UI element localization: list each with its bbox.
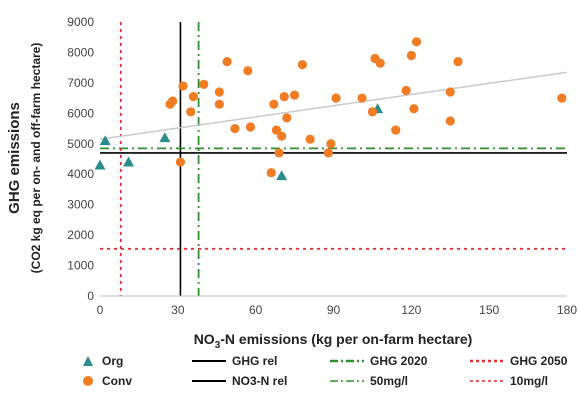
- legend-item-10mg-l: 10mg/l: [470, 372, 548, 390]
- point-conv: [168, 96, 178, 106]
- x-axis-title: NO3-N emissions (kg per on-farm hectare): [194, 331, 473, 351]
- legend-symbol: [470, 359, 504, 363]
- point-conv: [367, 107, 378, 117]
- point-conv: [277, 131, 287, 141]
- legend-symbol: [330, 380, 364, 382]
- legend-symbol: [83, 376, 93, 386]
- legend: Org Conv GHG rel NO3-N rel GHG 2020 50mg/l GHG…: [82, 352, 579, 398]
- legend-symbol: [192, 380, 226, 382]
- legend-triangle-marker: [83, 356, 93, 366]
- point-conv: [269, 99, 279, 109]
- point-conv: [186, 107, 196, 117]
- point-conv: [199, 79, 209, 90]
- point-org: [276, 170, 288, 181]
- point-conv: [222, 56, 232, 67]
- point-conv: [326, 139, 336, 149]
- legend-item-conv: Conv: [82, 372, 132, 390]
- point-org: [123, 156, 135, 167]
- y-tick-label: 7000: [67, 76, 94, 90]
- y-tick-label: 5000: [67, 137, 94, 151]
- legend-label: Conv: [102, 374, 132, 388]
- point-conv: [188, 91, 198, 102]
- y-tick-label: 9000: [67, 15, 94, 29]
- legend-label: 50mg/l: [370, 374, 409, 388]
- y-tick-label: 3000: [67, 198, 94, 212]
- y-axis-subtitle: (CO2 kg eq per on- and off-farm hectare): [29, 43, 43, 274]
- tick-labels: 0 30 60 90 120 150 180 0 1000 2000 3000 4000 5000 600…: [67, 15, 577, 317]
- point-conv: [557, 93, 567, 103]
- x-tick-label: 60: [249, 303, 263, 317]
- y-tick-label: 2000: [67, 228, 94, 242]
- legend-symbol: [192, 360, 226, 362]
- point-conv: [406, 50, 416, 61]
- point-conv: [230, 123, 240, 134]
- point-org: [99, 135, 111, 146]
- point-conv: [243, 66, 253, 76]
- point-conv: [445, 116, 455, 126]
- point-conv: [282, 113, 292, 123]
- point-conv: [391, 125, 401, 135]
- point-conv: [305, 134, 315, 144]
- legend-label: NO3-N rel: [232, 374, 288, 388]
- point-conv: [453, 56, 463, 67]
- legend-label: Org: [102, 354, 124, 368]
- legend-item-org: Org: [82, 352, 123, 370]
- point-conv: [214, 87, 224, 97]
- x-tick-label: 90: [327, 303, 341, 317]
- point-conv: [245, 122, 256, 132]
- legend-circle-marker: [83, 376, 93, 386]
- y-tick-label: 1000: [67, 259, 94, 273]
- legend-symbol: [330, 359, 364, 363]
- point-conv: [175, 157, 186, 167]
- x-tick-label: 120: [401, 303, 421, 317]
- legend-item-ghg-2050: GHG 2050: [470, 352, 567, 370]
- x-tick-label: 150: [479, 303, 499, 317]
- x-tick-label: 0: [97, 303, 104, 317]
- point-conv: [357, 93, 367, 103]
- legend-symbol: [83, 356, 93, 366]
- point-conv: [331, 93, 341, 103]
- point-conv: [274, 148, 284, 158]
- data-marks: [94, 37, 567, 181]
- legend-label: GHG 2050: [510, 354, 568, 368]
- reference-lines: [100, 22, 567, 296]
- point-org: [94, 159, 106, 170]
- y-tick-label: 4000: [67, 167, 94, 181]
- y-tick-label: 0: [87, 289, 94, 303]
- trendline: [99, 71, 568, 140]
- scatter-chart: 0 30 60 90 120 150 180 0 1000 2000 3000 4000 5000 600…: [6, 15, 577, 351]
- point-conv: [409, 104, 419, 114]
- x-tick-label: 180: [557, 303, 577, 317]
- point-conv: [401, 85, 411, 96]
- legend-item-ghg-2020: GHG 2020: [330, 352, 427, 370]
- trendline-group: [99, 71, 568, 140]
- legend-symbol: [470, 380, 504, 382]
- point-conv: [375, 58, 385, 68]
- legend-label: GHG rel: [232, 354, 278, 368]
- point-conv: [289, 90, 300, 100]
- point-conv: [279, 91, 289, 102]
- point-conv: [266, 168, 276, 178]
- point-conv: [323, 148, 333, 158]
- point-conv: [178, 81, 188, 91]
- legend-item-no3-n-rel: NO3-N rel: [192, 372, 287, 390]
- point-conv: [445, 87, 455, 97]
- legend-item-50mg-l: 50mg/l: [330, 372, 408, 390]
- point-conv: [214, 99, 224, 109]
- legend-label: GHG 2020: [370, 354, 428, 368]
- point-conv: [411, 37, 422, 47]
- point-conv: [297, 60, 307, 70]
- legend-item-ghg-rel: GHG rel: [192, 352, 277, 370]
- y-tick-label: 6000: [67, 106, 94, 120]
- x-tick-label: 30: [171, 303, 185, 317]
- point-conv: [271, 125, 282, 135]
- y-axis-title: GHG emissions: [6, 102, 23, 214]
- point-org: [159, 132, 171, 143]
- legend-label: 10mg/l: [510, 374, 549, 388]
- y-tick-label: 8000: [67, 45, 94, 59]
